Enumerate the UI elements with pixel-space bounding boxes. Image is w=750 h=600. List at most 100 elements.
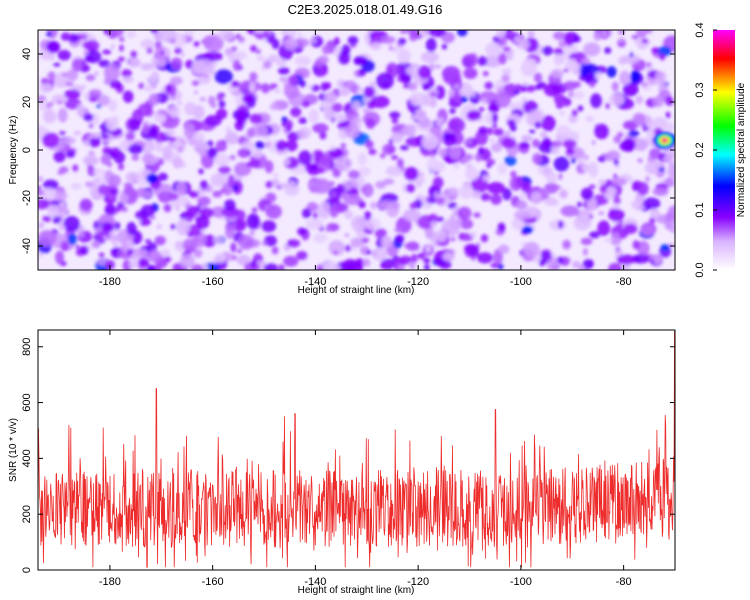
heatmap-cell — [330, 192, 338, 198]
heatmap-cell — [352, 117, 363, 123]
heatmap-cell — [492, 122, 497, 129]
x-tick-label: -180 — [99, 576, 121, 588]
heatmap-cell — [277, 66, 290, 75]
heatmap-cell — [120, 206, 128, 213]
y-tick-label: 0 — [21, 567, 33, 573]
x-tick-label: -140 — [304, 576, 326, 588]
heatmap-cell — [543, 83, 561, 97]
heatmap-cell — [83, 92, 91, 100]
snr-y-axis-label: SNR (10 * v/v) — [8, 418, 19, 482]
heatmap-cell — [262, 241, 267, 246]
heatmap-cell — [515, 176, 524, 188]
heatmap-cell — [218, 100, 226, 108]
heatmap-cell — [142, 123, 150, 134]
heatmap-cell — [128, 144, 144, 155]
heatmap-cell — [660, 244, 670, 252]
heatmap-cell — [126, 221, 137, 236]
heatmap-cell — [200, 229, 207, 234]
heatmap-cell — [53, 62, 61, 67]
heatmap-cell — [87, 150, 96, 156]
heatmap-cell — [486, 163, 492, 168]
heatmap-cell — [401, 75, 407, 81]
heatmap-cell — [207, 147, 218, 159]
heatmap-cell — [53, 72, 69, 89]
heatmap-cell — [175, 219, 191, 236]
heatmap-cell — [165, 84, 173, 93]
heatmap-cell — [78, 231, 85, 238]
heatmap-cell — [651, 47, 660, 54]
heatmap-cell — [98, 252, 105, 258]
heatmap-cell — [519, 141, 530, 149]
heatmap-cell — [659, 152, 666, 159]
heatmap-cell — [480, 234, 489, 243]
y-tick-label: 200 — [21, 505, 33, 523]
heatmap-cell — [54, 250, 65, 265]
heatmap-cell — [198, 168, 204, 175]
heatmap-cell — [460, 96, 468, 103]
heatmap-cell — [263, 263, 279, 270]
heatmap-cell — [344, 233, 350, 237]
heatmap-cell — [515, 200, 528, 210]
heatmap-cell — [577, 201, 582, 208]
heatmap-cell — [477, 56, 488, 66]
heatmap-cell — [583, 154, 590, 161]
heatmap-cell — [271, 178, 280, 189]
heatmap-cell — [439, 260, 452, 270]
heatmap-cell — [152, 30, 159, 34]
heatmap-cell — [370, 95, 390, 108]
heatmap-cell — [52, 216, 62, 224]
heatmap-cell — [42, 179, 59, 191]
heatmap-cell — [61, 72, 69, 77]
heatmap-cell — [333, 37, 340, 46]
heatmap-cell — [76, 103, 85, 116]
heatmap-cell — [498, 52, 507, 65]
heatmap-cell — [170, 223, 176, 230]
heatmap-cell — [179, 254, 196, 269]
heatmap-cell — [471, 255, 476, 261]
heatmap-cell — [344, 209, 353, 220]
heatmap-cell — [115, 207, 121, 212]
heatmap-cell — [325, 82, 332, 90]
heatmap-cell — [246, 161, 254, 168]
heatmap-cell — [641, 82, 648, 88]
heatmap-cell — [645, 160, 663, 175]
heatmap-cell — [365, 249, 372, 255]
heatmap-cell — [203, 34, 224, 52]
heatmap-cell — [514, 89, 521, 95]
heatmap-cell — [586, 197, 598, 212]
heatmap-cell — [484, 81, 494, 90]
heatmap-cell — [362, 258, 371, 267]
heatmap-cell — [520, 181, 531, 189]
heatmap-cell — [539, 131, 548, 138]
heatmap-cell — [158, 172, 168, 181]
heatmap-cell — [433, 191, 439, 199]
heatmap-cell — [390, 131, 404, 143]
heatmap-cell — [501, 137, 517, 149]
heatmap-cell — [630, 69, 641, 83]
heatmap-cell — [310, 84, 321, 92]
heatmap-cell — [605, 102, 610, 110]
heatmap-cell — [613, 135, 622, 144]
heatmap-cell — [262, 37, 267, 43]
heatmap-cell — [435, 161, 446, 173]
heatmap-cell — [183, 123, 195, 140]
heatmap-cell — [191, 80, 200, 87]
heatmap-cell — [93, 168, 106, 176]
heatmap-cell — [357, 166, 371, 177]
heatmap-cell — [498, 244, 510, 254]
colorbar-tick-label: 0.4 — [694, 22, 706, 37]
heatmap-cell — [140, 39, 155, 50]
heatmap-cell — [227, 174, 235, 188]
heatmap-cell — [290, 106, 302, 118]
heatmap-cell — [382, 143, 396, 156]
heatmap-cell — [566, 58, 578, 73]
heatmap-cell — [113, 221, 121, 231]
heatmap-cell — [118, 193, 129, 205]
heatmap-cell — [385, 165, 404, 177]
heatmap-cell — [562, 139, 577, 149]
heatmap-cell — [146, 47, 153, 54]
heatmap-cell — [102, 49, 112, 55]
heatmap-cell — [589, 81, 596, 88]
heatmap-cell — [261, 220, 277, 233]
heatmap-cell — [406, 123, 417, 138]
